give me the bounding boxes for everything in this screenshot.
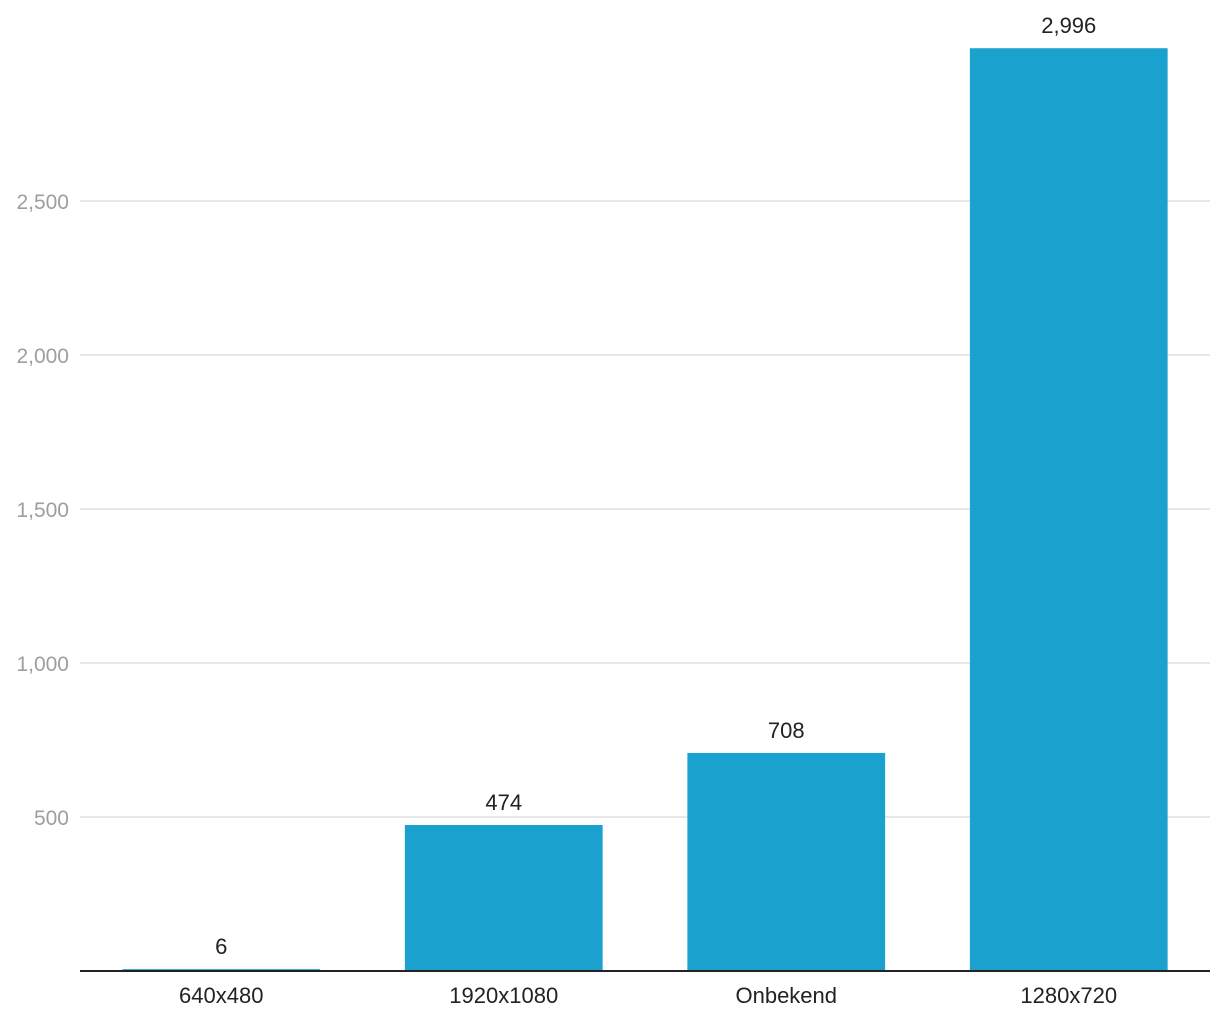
bar-Onbekend <box>687 752 886 971</box>
x-category-label: 640x480 <box>179 983 263 1008</box>
x-category-label: 1280x720 <box>1020 983 1117 1008</box>
y-tick-label: 2,500 <box>16 191 69 214</box>
y-tick-label: 2,000 <box>16 345 69 368</box>
data-label: 6 <box>215 934 227 959</box>
x-category-label: 1920x1080 <box>449 983 558 1008</box>
bar-1280x720 <box>969 48 1168 972</box>
data-label: 474 <box>485 790 522 815</box>
bars <box>122 48 1168 972</box>
data-label: 708 <box>768 718 805 743</box>
y-tick-label: 500 <box>34 807 69 830</box>
y-axis-ticks: 500 1,000 1,500 2,000 2,500 <box>16 191 69 830</box>
bar-1920x1080 <box>404 825 603 971</box>
x-category-label: Onbekend <box>735 983 837 1008</box>
data-label: 2,996 <box>1041 13 1096 38</box>
data-labels: 6 474 708 2,996 <box>215 13 1096 959</box>
y-tick-label: 1,000 <box>16 653 69 676</box>
x-axis-labels: 640x480 1920x1080 Onbekend 1280x720 <box>179 983 1117 1008</box>
y-tick-label: 1,500 <box>16 499 69 522</box>
